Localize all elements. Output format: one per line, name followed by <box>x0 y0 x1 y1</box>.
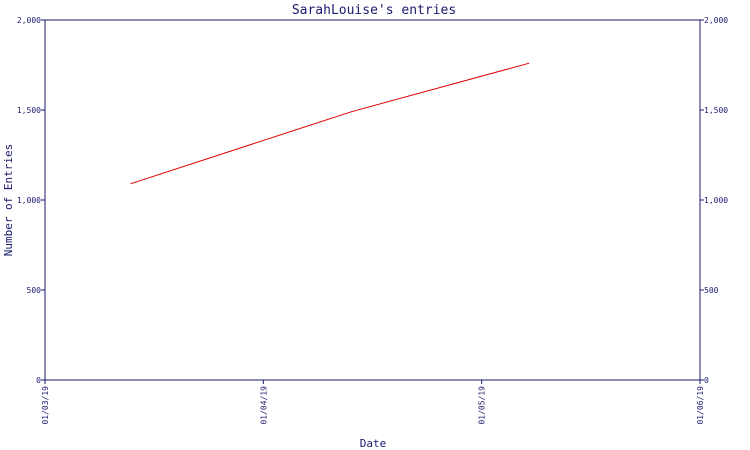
y-tick-label-right: 0 <box>704 376 709 385</box>
x-tick-label: 01/03/19 <box>41 386 50 425</box>
y-tick-label-left: 500 <box>27 286 42 295</box>
chart-title: SarahLouise's entries <box>292 3 456 18</box>
x-tick-label: 01/05/19 <box>478 386 487 425</box>
x-axis-label: Date <box>360 437 387 450</box>
series-line <box>130 62 530 185</box>
y-axis-label: Number of Entries <box>2 144 15 257</box>
plot-area <box>44 19 701 381</box>
series-group <box>130 62 530 185</box>
y-tick-label-right: 2,000 <box>704 16 728 25</box>
y-tick-label-right: 500 <box>704 286 719 295</box>
y-tick-label-left: 1,500 <box>17 106 41 115</box>
y-tick-label-left: 1,000 <box>17 196 41 205</box>
y-tick-label-left: 2,000 <box>17 16 41 25</box>
x-axis: 01/03/19 01/04/19 01/05/19 01/06/19 <box>41 380 705 425</box>
left-y-axis: 0 500 1,000 1,500 2,000 <box>17 16 45 385</box>
x-tick-label: 01/04/19 <box>259 386 268 425</box>
x-tick-label: 01/06/19 <box>696 386 705 425</box>
right-y-axis: 0 500 1,000 1,500 2,000 <box>700 16 728 385</box>
y-tick-label-right: 1,500 <box>704 106 728 115</box>
y-tick-label-left: 0 <box>36 376 41 385</box>
y-tick-label-right: 1,000 <box>704 196 728 205</box>
